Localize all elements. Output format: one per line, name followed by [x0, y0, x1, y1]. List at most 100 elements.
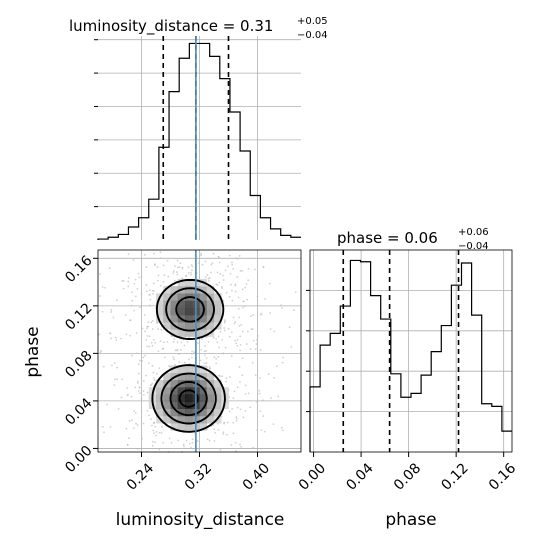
scatter-point — [244, 286, 247, 289]
density-cell — [199, 329, 208, 337]
scatter-point — [142, 390, 145, 393]
scatter-point — [185, 275, 187, 277]
scatter-point — [259, 377, 262, 379]
scatter-point — [197, 342, 199, 345]
scatter-point — [249, 348, 252, 350]
scatter-point — [145, 339, 148, 341]
scatter-point — [98, 333, 100, 336]
density-cell — [163, 415, 171, 424]
scatter-point — [232, 397, 235, 400]
scatter-point — [147, 321, 150, 323]
density-cell — [199, 314, 208, 323]
scatter-point — [241, 357, 244, 360]
scatter-point — [226, 421, 229, 424]
scatter-point — [177, 439, 180, 442]
scatter-point — [151, 328, 154, 330]
scatter-point — [232, 267, 235, 270]
scatter-point — [161, 426, 164, 428]
scatter-point — [213, 439, 216, 442]
scatter-point — [281, 429, 284, 432]
scatter-point — [245, 343, 248, 345]
scatter-point — [172, 272, 175, 274]
density-cell — [177, 415, 186, 424]
density-cell — [185, 394, 193, 402]
scatter-point — [235, 342, 238, 345]
scatter-point — [218, 261, 221, 264]
scatter-point — [127, 285, 130, 288]
density-cell — [185, 372, 193, 381]
scatter-point — [129, 319, 132, 322]
scatter-point — [190, 352, 193, 355]
scatter-point — [152, 338, 155, 341]
scatter-point — [259, 313, 262, 316]
scatter-point — [161, 348, 164, 351]
scatter-point — [140, 275, 143, 278]
density-cell — [170, 329, 179, 337]
scatter-point — [230, 355, 233, 358]
panel-ld-hist: luminosity_distance = 0.31 +0.05 −0.04 — [69, 16, 328, 240]
density-cell — [170, 307, 179, 316]
density-cell — [206, 286, 215, 294]
scatter-point — [101, 286, 104, 288]
density-cell — [199, 423, 208, 431]
scatter-point — [162, 280, 165, 283]
scatter-point — [144, 330, 147, 333]
scatter-point — [280, 304, 282, 307]
scatter-point — [216, 341, 219, 344]
scatter-point — [185, 439, 188, 442]
scatter-point — [110, 337, 112, 340]
scatter-point — [277, 395, 280, 398]
scatter-point — [216, 271, 219, 274]
density-cell — [177, 387, 186, 395]
scatter-point — [164, 356, 166, 359]
scatter-point — [152, 440, 154, 443]
scatter-point — [204, 345, 206, 347]
scatter-point — [196, 440, 199, 442]
scatter-point — [235, 449, 237, 452]
scatter-point — [273, 330, 276, 333]
scatter-point — [172, 356, 175, 359]
scatter-point — [142, 422, 145, 425]
phase-hist-line — [309, 259, 512, 452]
scatter-point — [250, 328, 253, 331]
density-cell — [214, 394, 222, 402]
scatter-point — [262, 266, 265, 269]
scatter-point — [122, 287, 125, 290]
scatter-point — [241, 374, 244, 377]
scatter-point — [189, 271, 192, 274]
scatter-point — [146, 345, 148, 348]
scatter-point — [222, 433, 225, 435]
scatter-point — [256, 334, 259, 337]
scatter-point — [215, 362, 218, 365]
density-cell — [185, 278, 193, 287]
phase-title-sub: −0.04 — [458, 241, 489, 252]
density-cell — [206, 387, 215, 395]
scatter-point — [140, 350, 143, 353]
scatter-point — [130, 395, 133, 398]
scatter-point — [101, 425, 104, 428]
scatter-point — [236, 344, 239, 347]
scatter-point — [163, 274, 166, 277]
scatter-point — [193, 351, 196, 354]
scatter-point — [207, 341, 210, 343]
scatter-point — [273, 376, 276, 379]
scatter-point — [217, 335, 220, 338]
density-cell — [185, 286, 193, 294]
scatter-point — [142, 393, 145, 396]
scatter-point — [210, 271, 212, 274]
scatter-point — [176, 273, 179, 276]
scatter-point — [238, 325, 241, 327]
scatter-point — [230, 283, 232, 286]
scatter-point — [127, 277, 130, 279]
scatter-point — [173, 358, 175, 361]
scatter-point — [223, 329, 226, 332]
scatter-point — [127, 437, 130, 440]
phase-title-text: phase = 0.06 — [337, 229, 438, 247]
density-cell — [170, 286, 179, 294]
scatter-point — [290, 346, 293, 348]
density-cell — [214, 314, 222, 323]
scatter-point — [120, 396, 123, 399]
density-cell — [199, 387, 208, 395]
density-cell — [170, 401, 179, 410]
scatter-point — [182, 443, 185, 446]
